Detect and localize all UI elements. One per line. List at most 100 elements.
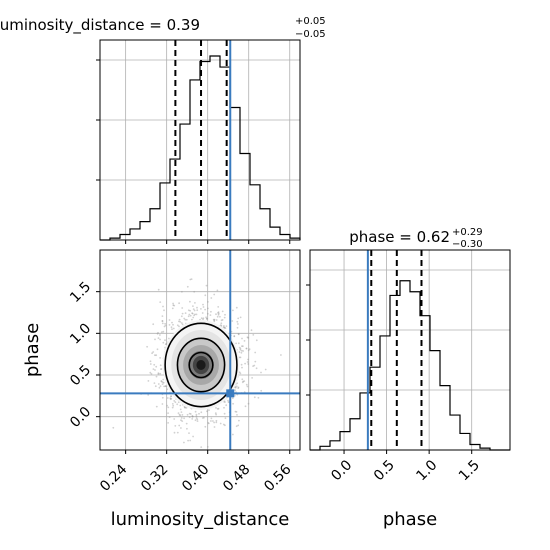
hist-luminosity-title: luminosity_distance = 0.39 (0, 16, 200, 35)
scatter-point (235, 411, 238, 413)
scatter-point (223, 316, 226, 319)
scatter-point (169, 398, 172, 401)
scatter-point (167, 422, 170, 424)
scatter-point (238, 371, 241, 374)
scatter-point (173, 304, 176, 307)
scatter-point (252, 365, 255, 367)
scatter-point (203, 416, 205, 419)
scatter-point (149, 371, 152, 374)
scatter-point (159, 372, 162, 375)
scatter-point (147, 394, 150, 396)
scatter-point (178, 413, 181, 416)
scatter-point (164, 385, 167, 388)
scatter-point (215, 413, 218, 416)
phase-x-axis-label: phase (383, 509, 437, 530)
scatter-point (188, 432, 190, 434)
scatter-point (235, 306, 238, 309)
scatter-point (172, 304, 175, 307)
scatter-point (237, 387, 240, 389)
scatter-point (170, 395, 173, 398)
scatter-point (167, 412, 170, 414)
scatter-point (217, 407, 220, 410)
scatter-point (202, 303, 204, 306)
scatter-point (146, 345, 149, 348)
scatter-point (210, 297, 213, 299)
x-tick-label: 0.40 (179, 462, 212, 495)
scatter-point (160, 380, 163, 383)
scatter-point (112, 426, 115, 429)
hist-luminosity-minus: −0.05 (295, 29, 326, 40)
scatter-point (213, 319, 216, 322)
scatter-point (171, 328, 173, 331)
scatter-point (210, 417, 213, 420)
scatter-point (158, 386, 161, 389)
scatter-point (187, 439, 190, 442)
scatter-point (181, 414, 184, 416)
scatter-point (178, 325, 180, 328)
scatter-point (164, 322, 167, 325)
density-panel: 0.24 0.32 0.40 0.48 0.56 0.0 0.5 1.0 1.5 luminos… (22, 249, 301, 530)
scatter-point (177, 412, 180, 414)
scatter-point (216, 315, 219, 318)
scatter-point (221, 319, 224, 321)
scatter-point (181, 420, 184, 422)
scatter-point (207, 422, 210, 425)
scatter-point (162, 305, 164, 308)
scatter-point (208, 409, 210, 411)
scatter-point (173, 400, 176, 402)
y-tick-label: 1.0 (67, 321, 94, 348)
scatter-point (179, 404, 182, 407)
scatter-point (167, 406, 170, 409)
scatter-point (159, 385, 162, 387)
density-contours (164, 322, 238, 408)
scatter-point (245, 347, 248, 350)
scatter-point (183, 417, 186, 420)
scatter-point (223, 412, 226, 415)
scatter-point (152, 368, 155, 370)
scatter-point (157, 383, 160, 385)
scatter-point (200, 446, 203, 448)
scatter-point (224, 313, 226, 316)
scatter-point (151, 352, 154, 355)
scatter-point (204, 425, 207, 428)
scatter-point (207, 307, 209, 310)
scatter-point (154, 354, 156, 357)
scatter-point (246, 361, 249, 363)
scatter-point (184, 312, 187, 314)
scatter-point (156, 332, 159, 335)
scatter-point (168, 319, 171, 321)
scatter-point (233, 335, 236, 337)
scatter-point (205, 316, 208, 319)
scatter-point (159, 301, 162, 303)
scatter-point (215, 407, 217, 409)
scatter-point (168, 324, 171, 326)
scatter-point (192, 308, 195, 310)
scatter-point (210, 310, 212, 313)
scatter-point (154, 338, 156, 341)
scatter-point (251, 377, 254, 379)
scatter-point (217, 312, 219, 314)
scatter-point (216, 408, 219, 410)
scatter-point (201, 312, 204, 314)
scatter-point (176, 324, 179, 327)
scatter-point (184, 318, 187, 321)
x-tick-label: 0.24 (97, 461, 130, 494)
scatter-point (239, 372, 242, 375)
scatter-point (173, 418, 176, 420)
scatter-point (253, 396, 256, 399)
scatter-point (246, 385, 249, 388)
scatter-point (241, 366, 243, 369)
scatter-point (180, 417, 183, 419)
scatter-point (159, 334, 161, 336)
scatter-point (237, 323, 239, 325)
hist-luminosity-grid (100, 40, 300, 240)
scatter-point (170, 397, 173, 400)
scatter-point (162, 330, 165, 333)
scatter-point (231, 320, 234, 322)
contour-mid (176, 337, 226, 393)
scatter-point (238, 356, 241, 359)
scatter-point (212, 420, 214, 422)
scatter-point (178, 320, 180, 323)
hist-phase-quantiles (370, 250, 423, 450)
scatter-point (238, 346, 241, 349)
